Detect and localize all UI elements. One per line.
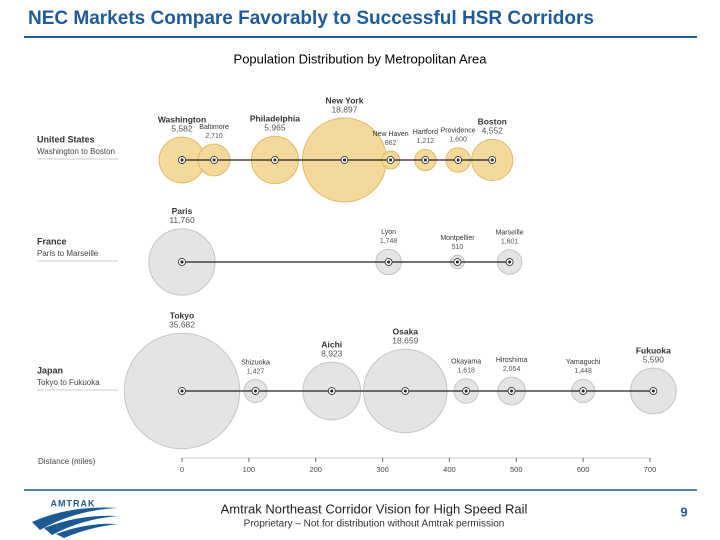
- bubble-value-label: 1,212: [417, 138, 435, 145]
- bubble-city-label: Paris: [172, 206, 193, 216]
- bubble-value-label: 1,427: [247, 368, 265, 375]
- bubble-value-label: 18,897: [331, 104, 357, 114]
- x-tick-label: 600: [577, 465, 590, 474]
- station-dot: [455, 260, 459, 264]
- station-dot: [180, 158, 184, 162]
- x-tick-label: 400: [443, 465, 456, 474]
- bubble-city-label: Tokyo: [170, 311, 194, 321]
- page-number: 9: [680, 504, 687, 519]
- bubble-city-label: Montpellier: [440, 235, 475, 242]
- station-dot: [508, 260, 512, 264]
- footer-title: Amtrak Northeast Corridor Vision for Hig…: [221, 501, 528, 516]
- bubble-city-label: Washington: [158, 114, 206, 124]
- station-dot: [490, 158, 494, 162]
- bubble-value-label: 5,965: [264, 123, 286, 133]
- bubble-city-label: New York: [325, 95, 363, 105]
- station-dot: [254, 389, 258, 393]
- bubble-city-label: Shizuoka: [241, 359, 270, 366]
- bubble-value-label: 1,600: [449, 137, 467, 144]
- bubble-city-label: New Haven: [373, 131, 409, 138]
- station-dot: [403, 389, 407, 393]
- station-dot: [180, 389, 184, 393]
- station-dot: [581, 389, 585, 393]
- bubble-value-label: 1,748: [380, 238, 398, 245]
- series-name: Japan: [37, 365, 63, 375]
- station-dot: [464, 389, 468, 393]
- bubble-city-label: Marseille: [496, 230, 524, 237]
- bubble-value-label: 5,590: [643, 354, 665, 364]
- bubble-value-label: 510: [452, 244, 464, 251]
- chart-title: Population Distribution by Metropolitan …: [234, 51, 488, 66]
- bubble-city-label: Boston: [478, 117, 507, 127]
- bubble-city-label: Aichi: [321, 339, 342, 349]
- bubble-value-label: 1,618: [457, 368, 475, 375]
- bubble-value-label: 2,054: [503, 366, 521, 373]
- station-dot: [330, 389, 334, 393]
- bubble-value-label: 2,710: [205, 133, 223, 140]
- x-tick-label: 200: [309, 465, 322, 474]
- series-subtitle: Paris to Marseille: [37, 249, 99, 258]
- bubble-value-label: 862: [385, 140, 397, 147]
- bubble-value-label: 5,582: [171, 123, 193, 133]
- x-tick-label: 700: [644, 465, 657, 474]
- series-subtitle: Washington to Boston: [37, 147, 115, 156]
- bubble-city-label: Baltimore: [199, 124, 229, 131]
- bubble-city-label: Hiroshima: [496, 357, 528, 364]
- x-tick-label: 500: [510, 465, 523, 474]
- amtrak-logo: AMTRAK: [32, 498, 118, 538]
- station-dot: [212, 158, 216, 162]
- x-axis-label: Distance (miles): [38, 457, 96, 466]
- footer-note: Proprietary – Not for distribution witho…: [244, 519, 505, 530]
- bubble-value-label: 8,923: [321, 348, 343, 358]
- bubble-city-label: Providence: [441, 128, 476, 135]
- bubble-value-label: 1,448: [574, 368, 592, 375]
- series-name: United States: [37, 134, 95, 144]
- bubble-city-label: Fukuoka: [636, 345, 671, 355]
- slide-title: NEC Markets Compare Favorably to Success…: [28, 8, 594, 29]
- series-subtitle: Tokyo to Fukuoka: [37, 378, 100, 387]
- station-dot: [180, 260, 184, 264]
- bubble-city-label: Philadelphia: [250, 114, 300, 124]
- station-dot: [389, 158, 393, 162]
- bubble-value-label: 1,601: [501, 239, 519, 246]
- bubble-city-label: Lyon: [381, 229, 396, 236]
- series-name: France: [37, 236, 67, 246]
- station-dot: [423, 158, 427, 162]
- station-dot: [273, 158, 277, 162]
- bubble-value-label: 4,552: [482, 126, 504, 136]
- station-dot: [651, 389, 655, 393]
- station-dot: [510, 389, 514, 393]
- station-dot: [342, 158, 346, 162]
- logo-text: AMTRAK: [51, 498, 96, 508]
- x-tick-label: 100: [243, 465, 256, 474]
- bubble-city-label: Okayama: [451, 359, 481, 366]
- bubble-city-label: Osaka: [393, 327, 419, 337]
- bubble-value-label: 18,659: [392, 336, 418, 346]
- bubble-value-label: 11,760: [169, 215, 195, 225]
- bubble-value-label: 35,682: [169, 320, 195, 330]
- x-tick-label: 0: [180, 465, 184, 474]
- bubble-city-label: Yamaguchi: [566, 359, 601, 366]
- station-dot: [387, 260, 391, 264]
- station-dot: [456, 158, 460, 162]
- bubble-city-label: Hartford: [413, 129, 438, 136]
- x-tick-label: 300: [376, 465, 389, 474]
